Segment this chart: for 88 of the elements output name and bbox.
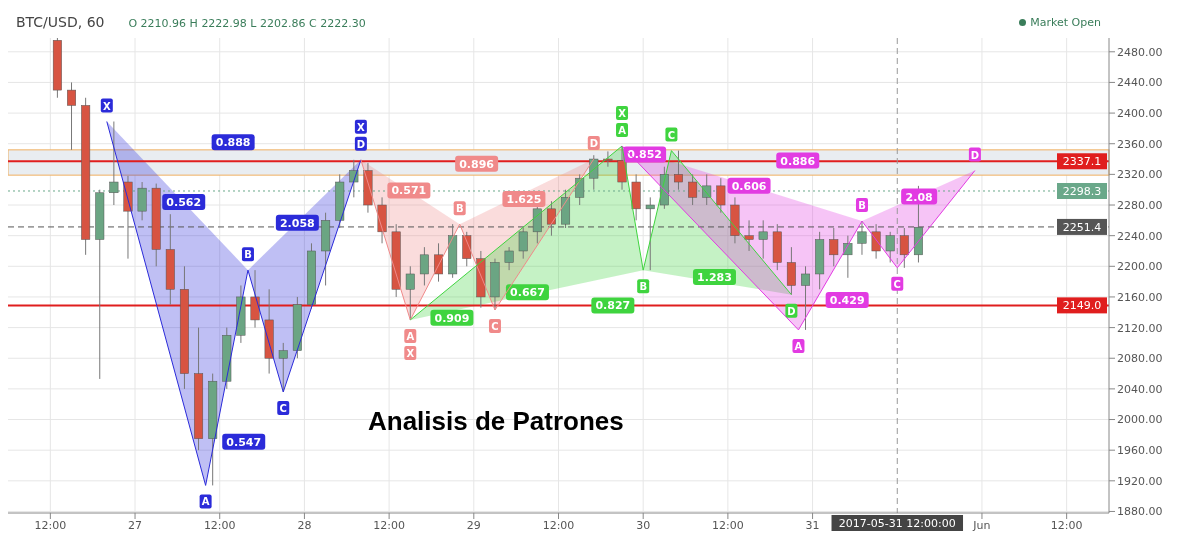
annotation: B <box>639 281 647 293</box>
annotation: 1.625 <box>506 192 542 206</box>
annotation: 0.888 <box>215 136 251 150</box>
annotation: X <box>406 347 415 359</box>
x-tick-label: 12:00 <box>542 518 575 532</box>
annotation: 0.886 <box>780 154 816 168</box>
y-tick-label: 2280.00 <box>1117 198 1163 212</box>
candlestick <box>716 177 726 214</box>
candlestick <box>419 246 429 286</box>
y-tick-label: 2240.00 <box>1117 229 1163 243</box>
annotation: A <box>794 340 803 352</box>
x-tick-label: 30 <box>636 518 651 532</box>
candlestick <box>674 150 683 191</box>
x-tick-label: 31 <box>805 518 820 532</box>
text: Market Open <box>1030 16 1101 29</box>
x-tick-label: 12:00 <box>34 518 67 532</box>
candlestick <box>462 231 472 267</box>
candlestick <box>786 246 796 296</box>
annotation: C <box>279 402 287 414</box>
y-tick-label: 1960.00 <box>1117 444 1163 458</box>
y-tick-label: 2320.00 <box>1117 168 1163 182</box>
x-tick-label: 12:00 <box>1050 518 1083 532</box>
ref-line-label: 2149.0 <box>1062 299 1102 313</box>
annotation: B <box>244 249 252 261</box>
annotation: 1.283 <box>697 271 732 285</box>
annotation: 2.058 <box>279 216 315 230</box>
x-tick-label: 27 <box>128 518 143 532</box>
candlestick <box>899 227 909 269</box>
candlestick <box>250 269 260 329</box>
x-tick-label: 28 <box>297 518 312 532</box>
candlestick <box>67 81 76 151</box>
y-tick-label: 2400.00 <box>1117 106 1163 120</box>
annotation: X <box>357 121 366 133</box>
annotation: B <box>858 200 866 212</box>
candlestick <box>801 265 810 331</box>
x-tick-label: Jun <box>972 518 991 532</box>
annotation: D <box>970 149 980 161</box>
chart-subtitle: O 2210.96 H 2222.98 L 2202.86 C 2222.30 <box>128 17 366 30</box>
candlestick <box>688 173 698 206</box>
ref-line-label: 2251.4 <box>1062 220 1102 234</box>
annotation: X <box>102 100 111 112</box>
candlestick <box>504 246 514 271</box>
y-tick-label: 2160.00 <box>1117 290 1163 304</box>
y-tick-label: 2080.00 <box>1117 352 1163 366</box>
x-tick-label: 29 <box>466 518 481 532</box>
x-tick-label: 12:00 <box>203 518 236 532</box>
annotation: C <box>893 278 901 290</box>
annotation: 0.571 <box>391 184 427 198</box>
ref-line-label: 2337.1 <box>1062 155 1102 169</box>
y-tick-label: 2440.00 <box>1117 76 1163 90</box>
annotation: X <box>618 108 627 120</box>
candlestick <box>885 231 895 263</box>
y-tick-label: 2040.00 <box>1117 382 1163 396</box>
annotation: C <box>491 320 499 332</box>
annotation: 2.08 <box>905 190 933 204</box>
y-tick-label: 2120.00 <box>1117 321 1163 335</box>
annotation: D <box>589 138 598 150</box>
y-tick-label: 1880.00 <box>1117 505 1163 519</box>
y-tick-label: 2480.00 <box>1117 45 1163 59</box>
annotation: 0.606 <box>731 179 767 193</box>
candlestick <box>405 265 415 321</box>
annotation: 0.909 <box>434 311 470 325</box>
annotation: C <box>667 129 676 141</box>
annotation: A <box>406 330 415 342</box>
annotation: D <box>787 305 796 317</box>
y-tick-label: 2200.00 <box>1117 260 1163 274</box>
y-tick-label: 2000.00 <box>1117 413 1163 427</box>
annotation: Analisis de Patrones <box>368 406 624 437</box>
annotation: B <box>455 203 464 215</box>
chart-title: BTC/USD, 60 <box>16 14 105 30</box>
annotation: 0.896 <box>459 157 495 171</box>
annotation: 0.827 <box>595 299 631 313</box>
ref-line-label: 2298.3 <box>1062 185 1102 198</box>
annotation: A <box>201 496 210 508</box>
y-tick-label: 1920.00 <box>1117 474 1163 488</box>
candlestick <box>518 227 528 260</box>
x-tick-label: 12:00 <box>712 518 744 532</box>
annotation: A <box>618 125 627 137</box>
ref-line-label: 2017-05-31 12:00:00 <box>838 517 956 530</box>
annotation: 0.852 <box>627 148 662 162</box>
annotation: 0.547 <box>226 435 262 449</box>
y-tick-label: 2360.00 <box>1117 137 1163 151</box>
candlestick <box>617 145 627 191</box>
annotation: 0.562 <box>166 195 202 209</box>
x-tick-label: 12:00 <box>373 518 405 532</box>
annotation: 0.429 <box>829 294 865 308</box>
annotation: 0.667 <box>510 286 545 300</box>
annotation: D <box>356 138 366 150</box>
